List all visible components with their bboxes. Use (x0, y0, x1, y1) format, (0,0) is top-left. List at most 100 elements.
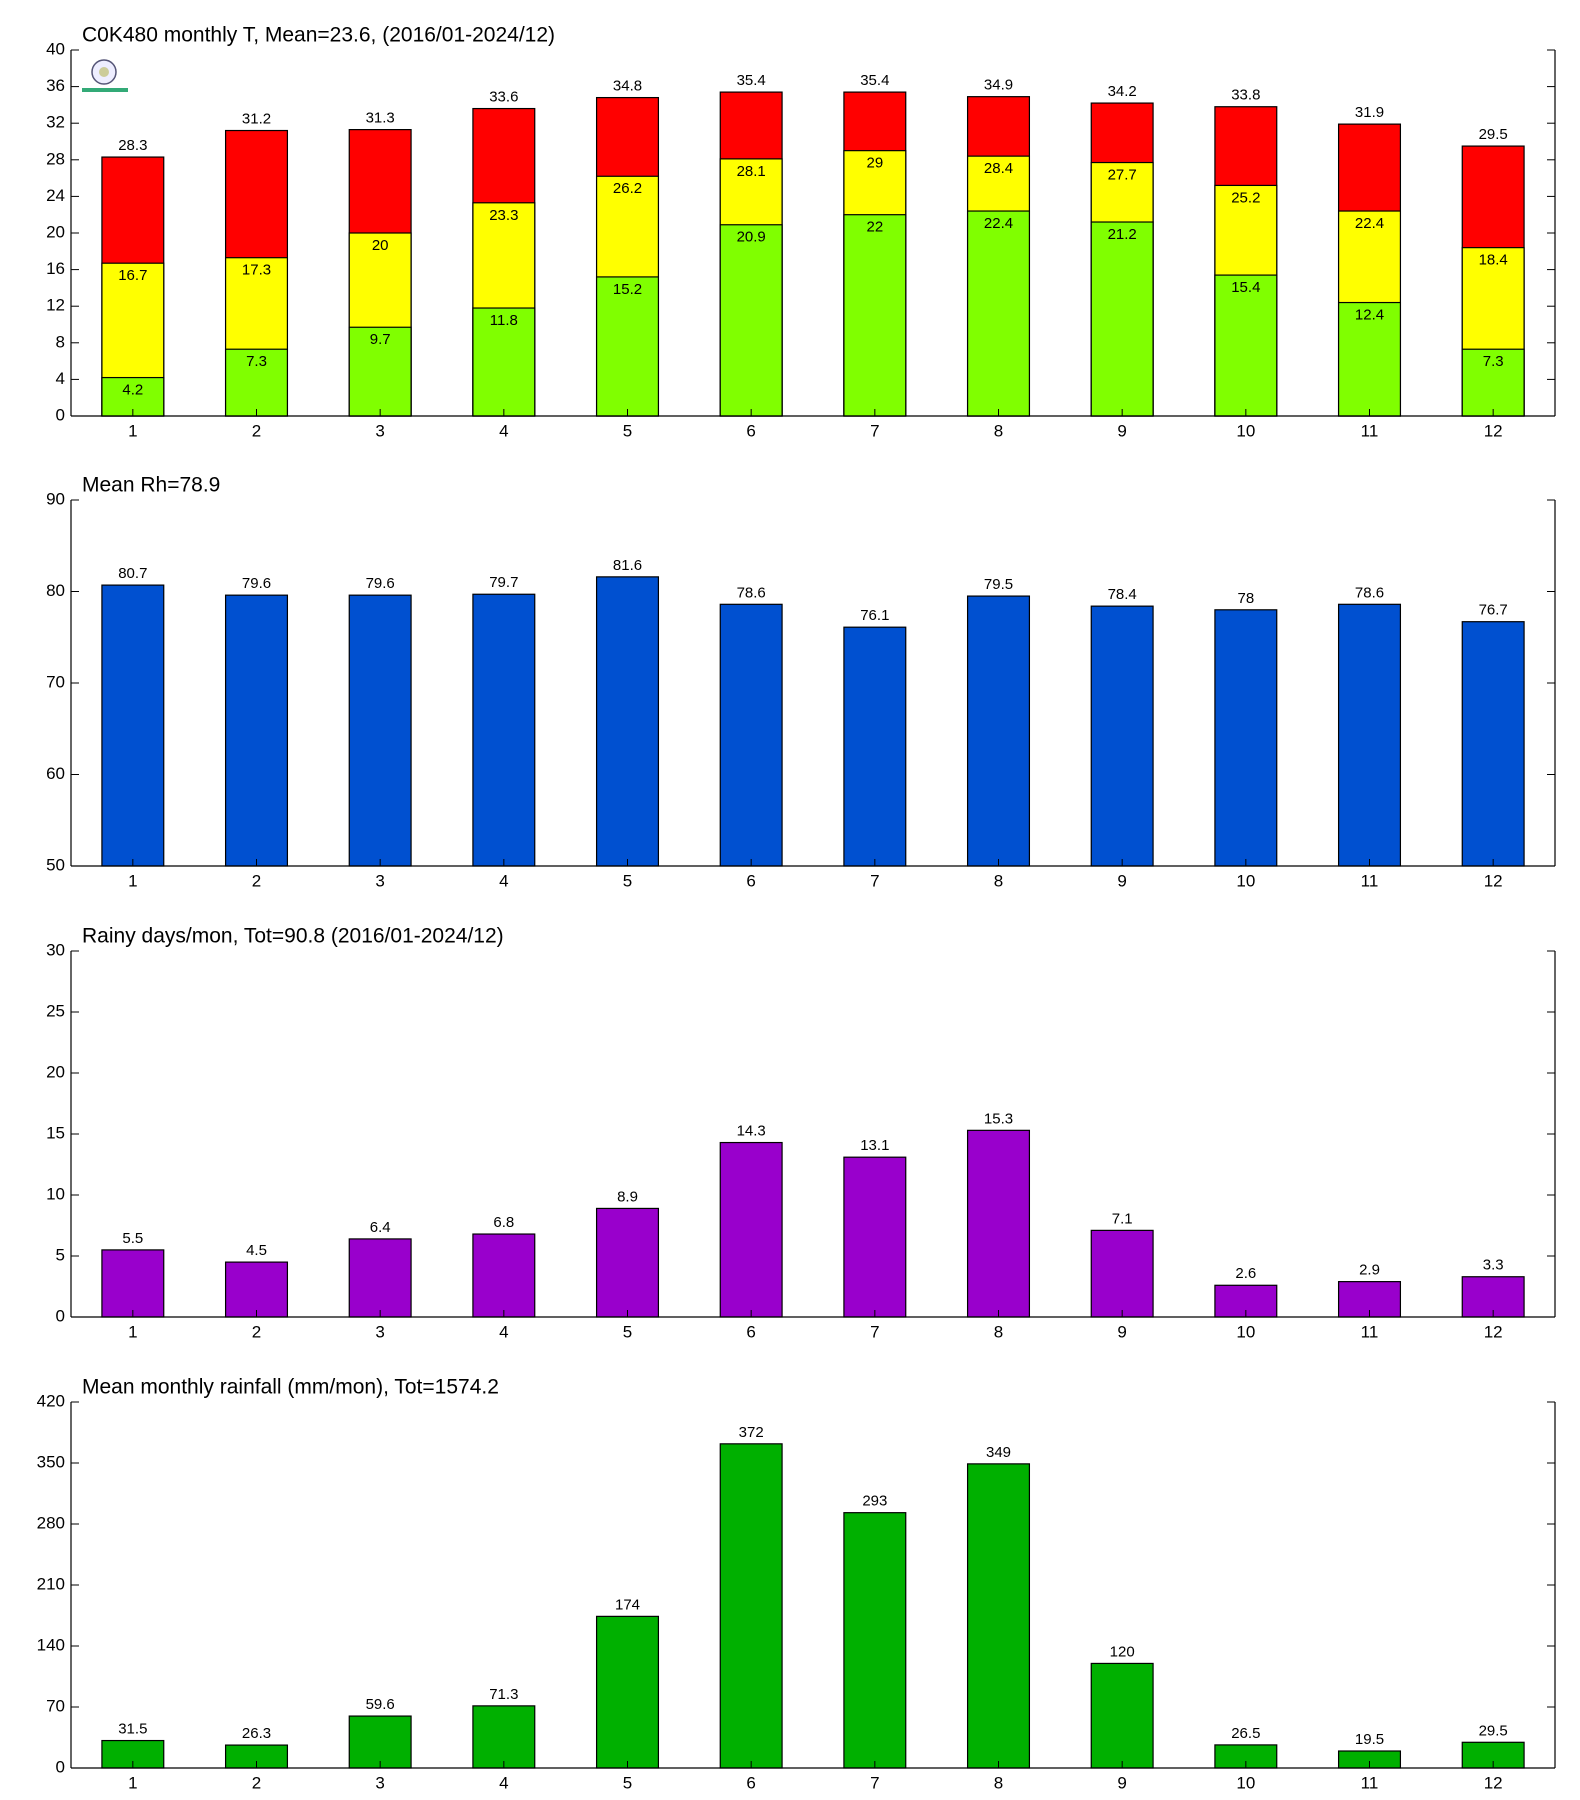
chart-title: Rainy days/mon, Tot=90.8 (2016/01-2024/1… (82, 925, 504, 948)
y-tick-label: 32 (46, 113, 65, 132)
value-label: 174 (615, 1596, 640, 1613)
y-tick-label: 50 (46, 855, 65, 874)
value-label: 80.7 (118, 565, 147, 582)
y-tick-label: 210 (37, 1574, 65, 1593)
value-label: 21.2 (1108, 226, 1137, 243)
x-tick-label: 8 (994, 421, 1003, 440)
x-tick-label: 10 (1236, 871, 1255, 890)
bar (719, 1141, 783, 1318)
y-tick-label: 15 (46, 1123, 65, 1142)
bar (1214, 274, 1278, 417)
x-tick-label: 3 (375, 1773, 384, 1792)
x-tick-label: 1 (128, 1322, 137, 1341)
value-label: 28.1 (737, 163, 766, 180)
bar (472, 1233, 536, 1318)
x-tick-label: 4 (499, 1322, 508, 1341)
bar (595, 1615, 660, 1769)
y-tick-label: 24 (46, 186, 65, 205)
value-label: 293 (862, 1493, 887, 1510)
value-label: 33.8 (1231, 87, 1260, 104)
x-tick-label: 2 (252, 1773, 261, 1792)
y-tick-label: 40 (46, 39, 65, 58)
logo (82, 59, 128, 92)
value-label: 11.8 (490, 312, 518, 329)
x-tick-label: 1 (128, 871, 137, 890)
bar (966, 210, 1031, 417)
x-tick-label: 9 (1117, 871, 1126, 890)
x-tick-label: 7 (870, 871, 879, 890)
value-label: 12.4 (1355, 307, 1384, 324)
value-label: 23.3 (489, 207, 518, 224)
y-tick-label: 12 (46, 296, 65, 315)
bar (843, 1156, 907, 1318)
x-tick-label: 5 (623, 1322, 632, 1341)
x-tick-label: 4 (499, 1773, 508, 1792)
bar (1337, 603, 1402, 867)
y-tick-label: 0 (56, 1757, 65, 1776)
value-label: 79.6 (242, 575, 271, 592)
value-label: 29.5 (1479, 1722, 1508, 1739)
y-tick-label: 20 (46, 222, 65, 241)
bar (843, 1512, 907, 1769)
bar (719, 1443, 783, 1769)
bar (1461, 621, 1525, 867)
y-tick-label: 4 (56, 369, 65, 388)
y-tick-label: 60 (46, 764, 65, 783)
value-label: 6.8 (493, 1214, 514, 1231)
chart-title: Mean monthly rainfall (mm/mon), Tot=1574… (82, 1376, 499, 1399)
x-tick-label: 6 (746, 421, 755, 440)
value-label: 35.4 (860, 72, 889, 89)
x-tick-label: 11 (1361, 1322, 1379, 1341)
x-tick-label: 6 (746, 871, 755, 890)
value-label: 29 (866, 155, 883, 172)
value-label: 59.6 (366, 1696, 395, 1713)
value-label: 7.1 (1112, 1210, 1133, 1227)
x-tick-label: 1 (128, 421, 137, 440)
value-label: 16.7 (118, 267, 147, 284)
x-tick-label: 3 (375, 1322, 384, 1341)
value-label: 13.1 (860, 1137, 889, 1154)
x-tick-label: 3 (375, 871, 384, 890)
x-tick-label: 7 (870, 1322, 879, 1341)
x-tick-label: 5 (623, 1773, 632, 1792)
bar (1337, 301, 1402, 417)
value-label: 22 (866, 219, 883, 236)
x-tick-label: 10 (1236, 1773, 1255, 1792)
x-tick-label: 2 (252, 421, 261, 440)
y-tick-label: 80 (46, 581, 65, 600)
value-label: 5.5 (122, 1230, 143, 1247)
x-tick-label: 2 (252, 1322, 261, 1341)
value-label: 31.5 (118, 1721, 147, 1738)
y-tick-label: 280 (37, 1513, 65, 1532)
x-tick-label: 12 (1484, 1773, 1503, 1792)
bar (843, 214, 907, 417)
bar (1461, 348, 1525, 417)
value-label: 4.2 (122, 382, 143, 399)
value-label: 29.5 (1479, 126, 1508, 143)
chart-title: Mean Rh=78.9 (82, 474, 220, 497)
y-tick-label: 0 (56, 1306, 65, 1325)
value-label: 15.4 (1231, 279, 1260, 296)
value-label: 26.5 (1231, 1725, 1260, 1742)
value-label: 8.9 (617, 1188, 638, 1205)
x-tick-label: 8 (994, 871, 1003, 890)
value-label: 31.3 (366, 110, 395, 127)
value-label: 71.3 (489, 1686, 518, 1703)
bar (966, 1129, 1031, 1318)
value-label: 2.6 (1235, 1265, 1256, 1282)
x-tick-label: 12 (1484, 421, 1503, 440)
x-tick-label: 9 (1117, 1773, 1126, 1792)
bar (101, 1249, 165, 1318)
value-label: 3.3 (1483, 1257, 1504, 1274)
value-label: 349 (986, 1444, 1011, 1461)
x-tick-label: 11 (1361, 871, 1379, 890)
y-tick-label: 350 (37, 1452, 65, 1471)
y-tick-label: 70 (46, 1696, 65, 1715)
logo-bar (82, 88, 128, 92)
x-tick-label: 4 (499, 421, 508, 440)
value-label: 120 (1110, 1643, 1135, 1660)
value-label: 34.9 (984, 77, 1013, 94)
y-tick-label: 90 (46, 489, 65, 508)
y-tick-label: 140 (37, 1635, 65, 1654)
